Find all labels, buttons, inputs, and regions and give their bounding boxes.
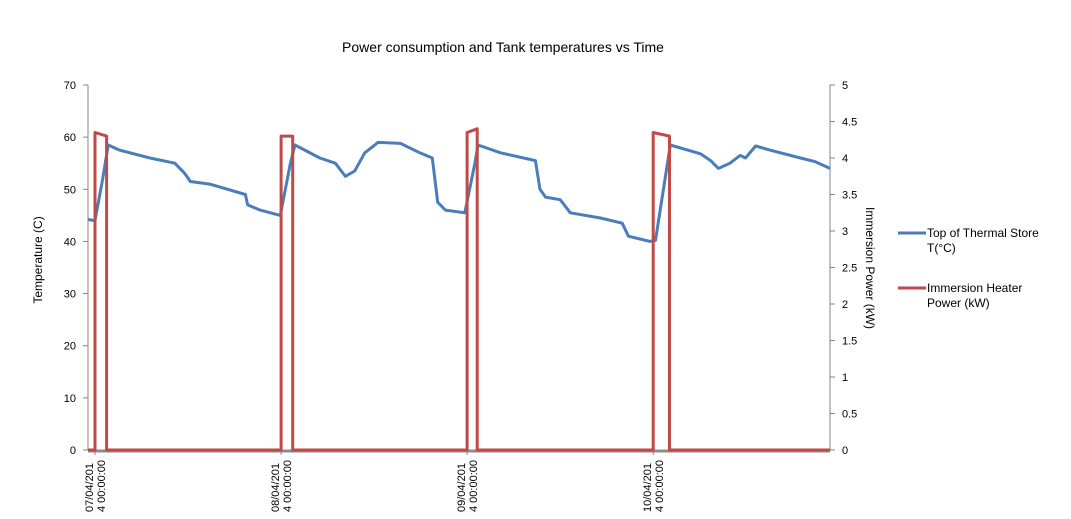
chart-title: Power consumption and Tank temperatures … (342, 39, 664, 55)
legend: Top of Thermal Store T(°C) Immersion Hea… (898, 226, 1039, 310)
x-tick-label: 07/04/201 (84, 463, 96, 512)
y-tick-label: 10 (64, 393, 76, 405)
legend-label-power-2: Power (kW) (927, 296, 990, 310)
x-tick-label: 4 00:00:00 (468, 460, 480, 512)
y2-axis-label: Immersion Power (kW) (863, 207, 877, 329)
y2-tick-label: 2.5 (842, 263, 857, 275)
x-tick-label: 4 00:00:00 (96, 460, 108, 512)
y2-tick-label: 3.5 (842, 190, 857, 202)
y2-tick-label: 1.5 (842, 336, 857, 348)
legend-label-temperature-1: Top of Thermal Store (927, 226, 1039, 240)
y2-tick-label: 1 (842, 372, 848, 384)
x-tick-label: 4 00:00:00 (654, 460, 666, 512)
y2-tick-label: 4 (842, 153, 848, 165)
x-tick-label: 4 00:00:00 (282, 460, 294, 512)
y2-tick-label: 4.5 (842, 117, 857, 129)
y2-tick-label: 0 (842, 445, 848, 457)
x-tick-label: 10/04/201 (642, 463, 654, 512)
y-tick-label: 0 (70, 445, 76, 457)
y2-tick-label: 2 (842, 299, 848, 311)
y-axis-label: Temperature (C) (31, 216, 45, 303)
temperature-series-line (87, 140, 831, 243)
x-tick-label: 09/04/201 (456, 463, 468, 512)
y-tick-label: 40 (64, 236, 76, 248)
y-tick-label: 70 (64, 80, 76, 92)
legend-label-power-1: Immersion Heater (927, 281, 1022, 295)
y2-tick-label: 0.5 (842, 409, 857, 421)
y-tick-label: 60 (64, 132, 76, 144)
x-tick-label: 08/04/201 (270, 463, 282, 512)
y-tick-label: 50 (64, 184, 76, 196)
y-tick-label: 20 (64, 341, 76, 353)
y-tick-label: 30 (64, 289, 76, 301)
legend-label-temperature-2: T(°C) (927, 241, 956, 255)
power-series-line (88, 127, 830, 452)
y2-tick-label: 5 (842, 80, 848, 92)
y2-tick-label: 3 (842, 226, 848, 238)
